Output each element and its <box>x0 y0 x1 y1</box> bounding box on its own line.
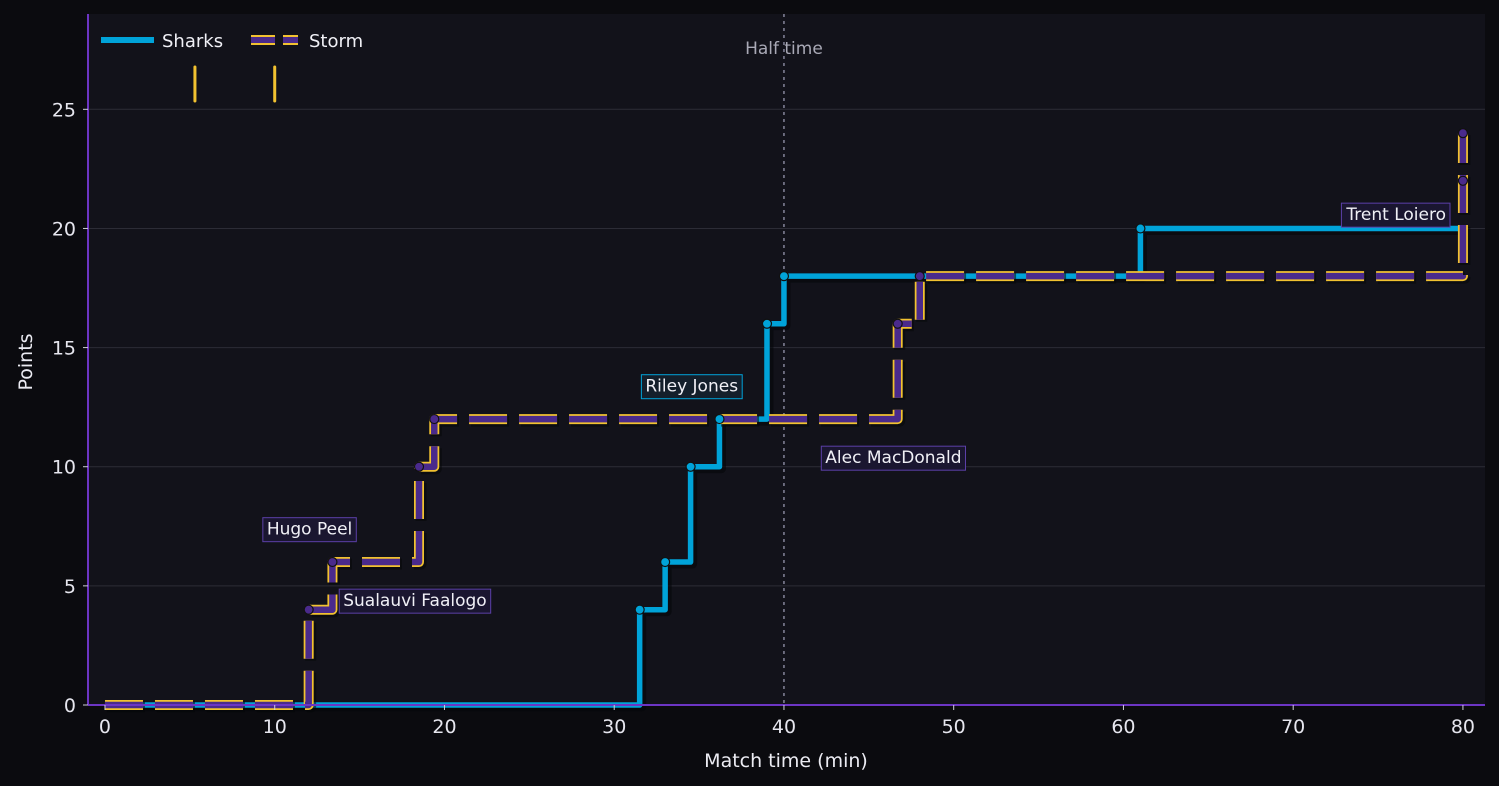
annotation-label: Hugo Peel <box>267 520 352 540</box>
legend-label-sharks: Sharks <box>162 31 223 52</box>
y-tick-label: 0 <box>64 695 76 717</box>
series-lines <box>104 133 1471 713</box>
y-tick-label: 15 <box>52 338 76 360</box>
marker-storm <box>892 318 903 329</box>
plot-area <box>88 14 1485 705</box>
annotation-label: Alec MacDonald <box>825 448 961 468</box>
annotations: Hugo Peel Sualauvi Faalogo Riley Jones Alec… <box>262 202 1451 614</box>
marker-storm <box>1457 175 1469 186</box>
marker-storm <box>303 604 314 615</box>
x-tick-label: 60 <box>1111 716 1135 738</box>
annotation: Alec MacDonald <box>820 445 967 471</box>
x-tick-label: 40 <box>772 716 796 738</box>
marker-sharks <box>1135 223 1146 234</box>
annotation: Riley Jones <box>640 374 743 400</box>
gridlines <box>88 108 1485 587</box>
x-tick-label: 30 <box>602 716 626 738</box>
y-axis-title: Points <box>15 333 37 390</box>
marker-sharks <box>714 413 725 425</box>
annotation-label: Riley Jones <box>645 377 738 397</box>
annotation-label: Trent Loiero <box>1345 205 1446 225</box>
y-tick-label: 25 <box>52 99 76 121</box>
half-time-line: Half time <box>745 14 823 705</box>
marker-storm <box>914 271 925 282</box>
annotation-box <box>1340 202 1451 228</box>
annotation: Trent Loiero <box>1340 202 1451 228</box>
half-time-label: Half time <box>745 39 823 59</box>
y-tick-label: 20 <box>52 218 76 240</box>
marker-sharks <box>685 461 696 472</box>
try-markers <box>303 128 1469 615</box>
x-tick-label: 70 <box>1281 716 1305 738</box>
x-tick-label: 20 <box>432 716 456 738</box>
annotation: Hugo Peel <box>262 517 357 543</box>
tick-labels: 0 10 20 30 40 50 60 70 80 0 5 10 15 20 25 <box>52 99 1475 738</box>
legend-label-storm: Storm <box>309 31 363 52</box>
annotation-box <box>338 588 492 614</box>
annotation-label: Sualauvi Faalogo <box>343 591 486 611</box>
series-line-storm <box>104 133 1467 709</box>
annotation: Sualauvi Faalogo <box>338 588 492 614</box>
x-axis-title: Match time (min) <box>704 750 868 772</box>
marker-sharks <box>761 318 773 329</box>
legend: Sharks Storm <box>101 31 363 52</box>
y-tick-label: 5 <box>64 576 76 598</box>
annotation-box <box>640 374 743 400</box>
marker-sharks <box>634 604 645 615</box>
axes <box>87 14 1485 706</box>
marker-storm <box>1457 128 1469 139</box>
annotation-box <box>262 517 357 543</box>
marker-storm <box>327 556 338 568</box>
sin-bin-marks <box>193 65 277 103</box>
marker-sharks <box>660 556 671 568</box>
marker-storm <box>429 413 440 425</box>
x-tick-label: 80 <box>1451 716 1475 738</box>
annotation-box <box>820 445 967 471</box>
x-tick-label: 10 <box>263 716 287 738</box>
y-tick-label: 10 <box>52 457 76 479</box>
marker-storm <box>413 461 425 472</box>
x-tick-label: 50 <box>942 716 966 738</box>
marker-sharks <box>778 271 790 282</box>
x-tick-label: 0 <box>99 716 111 738</box>
